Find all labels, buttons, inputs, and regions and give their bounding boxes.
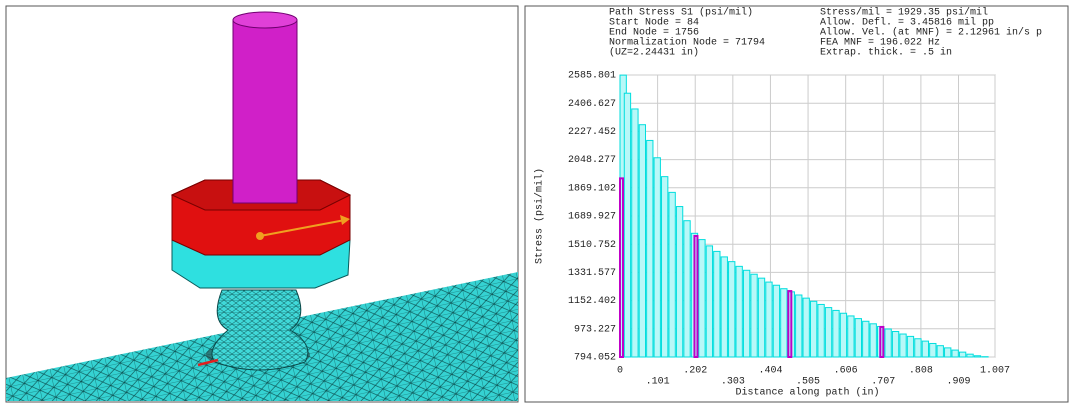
bar: [848, 316, 854, 357]
y-tick-label: 1331.577: [568, 268, 616, 279]
bar: [922, 341, 928, 357]
x-tick-label: 0: [617, 366, 623, 377]
bar: [773, 285, 779, 357]
bar: [863, 321, 869, 357]
header-text: (UZ=2.24431 in): [609, 47, 699, 59]
y-tick-label: 1689.927: [568, 212, 616, 223]
y-tick-label: 2585.801: [568, 71, 616, 82]
bar: [684, 221, 690, 357]
y-tick-label: 794.052: [574, 353, 616, 364]
bar: [810, 301, 816, 357]
x-tick-label: .707: [871, 377, 895, 388]
screenshot: Path Stress S1 (psi/mil)Start Node = 84E…: [0, 0, 1072, 407]
bar: [654, 158, 660, 357]
bar: [706, 246, 712, 357]
bar: [915, 339, 921, 357]
bar: [974, 356, 980, 357]
x-tick-label: .101: [646, 377, 670, 388]
x-tick-label: 1.007: [980, 366, 1010, 377]
model-view: [6, 6, 518, 402]
bar: [937, 346, 943, 357]
bar: [743, 270, 749, 357]
bar: [803, 298, 809, 357]
x-tick-label: .202: [683, 366, 707, 377]
bar: [662, 177, 668, 357]
y-tick-label: 2048.277: [568, 155, 616, 166]
bar: [885, 329, 891, 357]
y-tick-label: 2227.452: [568, 127, 616, 138]
header-text: Extrap. thick. = .5 in: [820, 47, 952, 59]
bar: [833, 310, 839, 357]
y-axis-label: Stress (psi/mil): [534, 168, 546, 264]
bar: [967, 354, 973, 357]
bar: [818, 304, 824, 357]
bar: [781, 289, 787, 357]
bar: [639, 125, 645, 357]
bar: [900, 334, 906, 357]
bar: [907, 336, 913, 357]
x-tick-label: .606: [834, 366, 858, 377]
x-tick-label: .303: [721, 377, 745, 388]
bar: [840, 313, 846, 357]
bar: [751, 274, 757, 357]
bar: [855, 319, 861, 357]
bar: [699, 240, 705, 357]
y-tick-label: 2406.627: [568, 99, 616, 110]
y-tick-label: 1152.402: [568, 296, 616, 307]
bar: [624, 93, 630, 357]
y-tick-label: 973.227: [574, 324, 616, 335]
bar: [796, 295, 802, 357]
bar: [736, 266, 742, 357]
bar: [825, 308, 831, 357]
x-tick-label: .808: [909, 366, 933, 377]
bar: [952, 350, 958, 357]
bar: [766, 282, 772, 357]
x-tick-label: .505: [796, 377, 820, 388]
bar: [870, 324, 876, 357]
bar: [729, 262, 735, 357]
y-tick-label: 1510.752: [568, 240, 616, 251]
x-tick-label: .404: [758, 366, 782, 377]
bar: [930, 343, 936, 357]
y-tick-label: 1869.102: [568, 183, 616, 194]
bar: [647, 140, 653, 357]
x-tick-label: .909: [946, 377, 970, 388]
bar: [714, 251, 720, 357]
x-axis-label: Distance along path (in): [735, 387, 879, 399]
bar: [892, 332, 898, 357]
bar: [721, 257, 727, 357]
bar: [632, 109, 638, 357]
bar: [945, 348, 951, 357]
bar: [758, 278, 764, 357]
bar: [676, 207, 682, 357]
bar: [669, 192, 675, 357]
bar: [959, 352, 965, 357]
